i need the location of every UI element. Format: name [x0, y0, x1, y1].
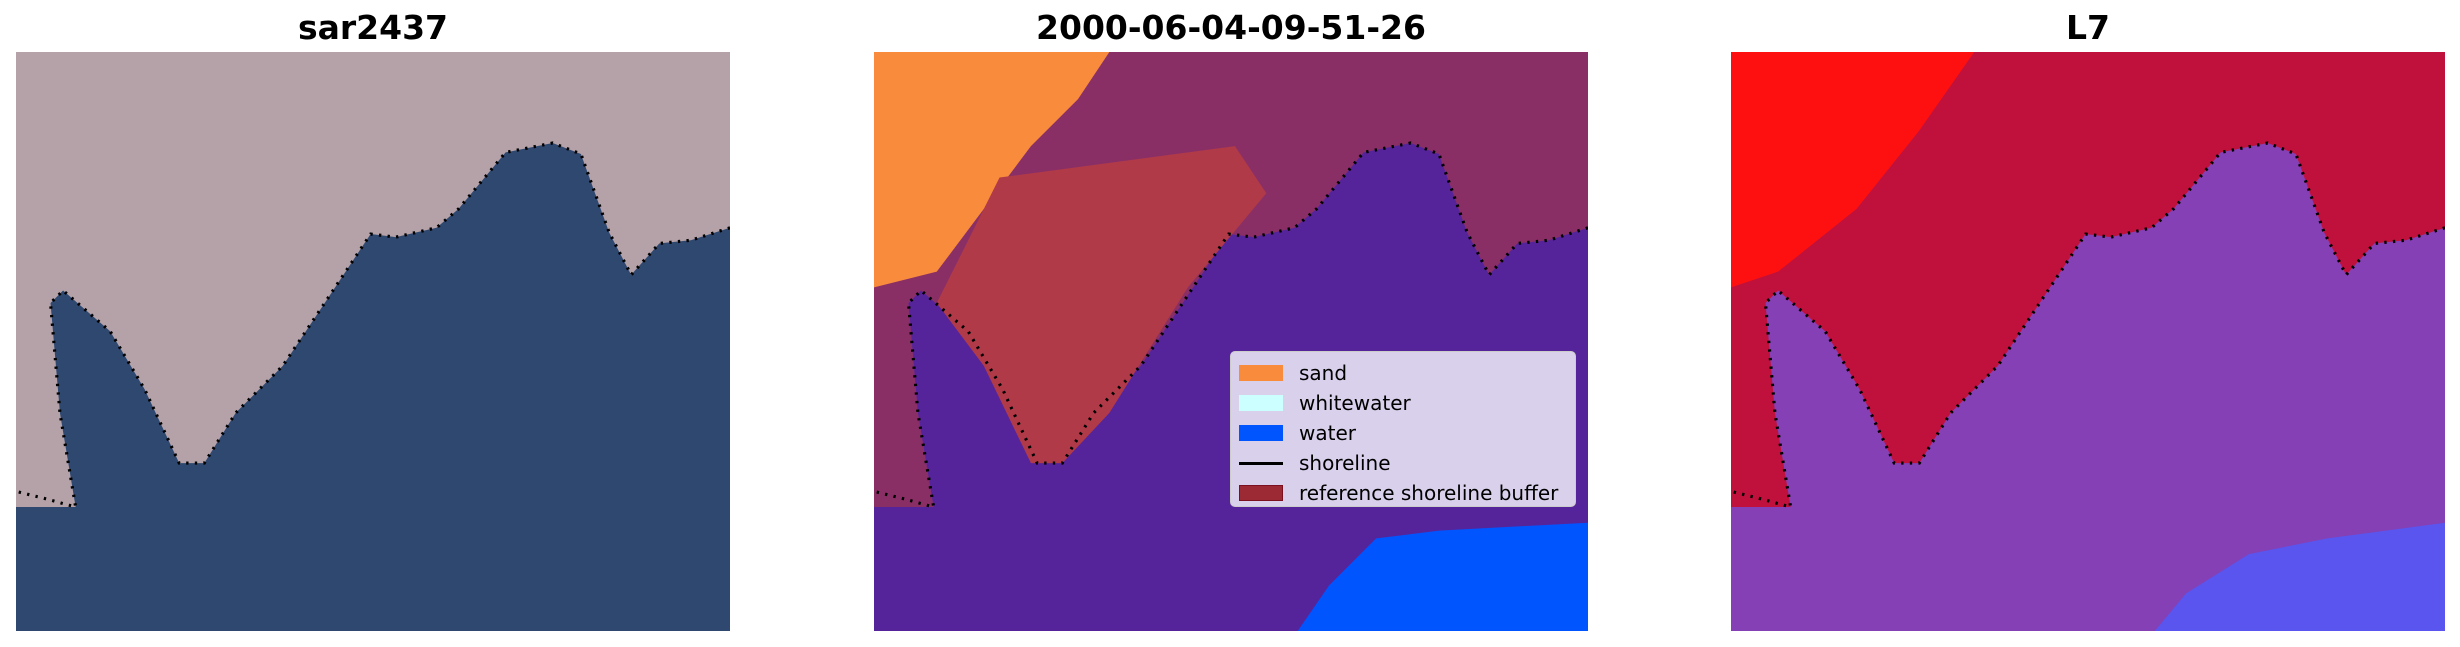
legend-label: whitewater: [1299, 391, 1411, 415]
sand-region: [874, 52, 1110, 288]
legend-item-buffer: reference shoreline buffer: [1239, 478, 1575, 508]
shoreline-swatch: [1239, 461, 1283, 465]
sand-swatch: [1239, 365, 1283, 381]
title-date: 2000-06-04-09-51-26: [1036, 8, 1426, 47]
whitewater-swatch: [1239, 395, 1283, 411]
panel-classification: [874, 52, 1588, 631]
legend-item-whitewater: whitewater: [1239, 388, 1575, 418]
water-swatch: [1239, 425, 1283, 441]
land-region: [1731, 52, 2445, 508]
legend-item-shoreline: shoreline: [1239, 448, 1575, 478]
panel-rgb-image: [16, 52, 730, 631]
legend-item-sand: sand: [1239, 358, 1575, 388]
deep-water-region: [2154, 522, 2445, 631]
legend-label: shoreline: [1299, 451, 1391, 475]
legend-item-water: water: [1239, 418, 1575, 448]
buffer-swatch: [1239, 485, 1283, 501]
land-region: [16, 52, 730, 508]
panel-l7: [1731, 52, 2445, 631]
legend-label: reference shoreline buffer: [1299, 481, 1559, 505]
bright-region: [1731, 52, 1975, 288]
legend: sand whitewater water shoreline referenc…: [1230, 351, 1576, 507]
buffer-region: [936, 146, 1267, 464]
legend-label: water: [1299, 421, 1356, 445]
title-sar2437: sar2437: [297, 8, 449, 47]
title-l7: L7: [2066, 8, 2110, 47]
legend-label: sand: [1299, 361, 1348, 385]
water-region: [1297, 522, 1588, 631]
